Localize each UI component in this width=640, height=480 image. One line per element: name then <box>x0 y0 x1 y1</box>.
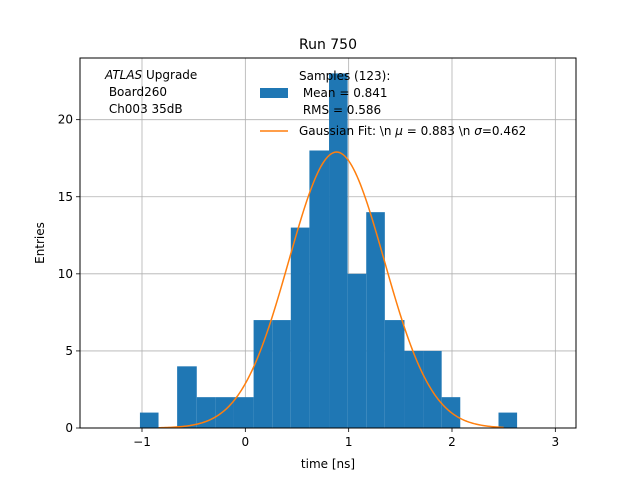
x-tick-label: 3 <box>552 435 560 449</box>
y-tick-label: 10 <box>58 267 73 281</box>
histogram-bar <box>177 366 197 428</box>
legend-hist-line2: Mean = 0.841 <box>299 86 388 100</box>
histogram-bar <box>139 412 159 428</box>
y-tick-label: 0 <box>65 421 73 435</box>
histogram-bar <box>423 350 442 428</box>
legend-fit-sigma-symbol: σ <box>474 124 482 138</box>
atlas-annotation: ATLAS Upgrade Board260 Ch003 35dB <box>104 68 197 116</box>
chart-title: Run 750 <box>299 37 357 53</box>
gaussian-fit-line <box>158 151 504 429</box>
x-axis-label: time [ns] <box>301 457 355 471</box>
legend-fit-sigma-value: =0.462 <box>482 124 526 138</box>
legend-hist-swatch <box>260 88 288 98</box>
legend-fit-prefix: Gaussian Fit: \n <box>299 124 395 138</box>
axes-frame <box>79 57 577 429</box>
x-tick-label: −1 <box>133 435 151 449</box>
legend-fit-label: Gaussian Fit: \n μ = 0.883 \n σ=0.462 <box>299 124 526 138</box>
histogram-bar <box>384 320 405 428</box>
x-tick-label: 2 <box>448 435 456 449</box>
histogram-bar <box>498 412 518 428</box>
y-tick-label: 20 <box>58 113 73 127</box>
histogram-bar <box>366 212 385 428</box>
y-axis-ticks: 0 5 10 15 20 <box>58 113 80 435</box>
y-tick-label: 5 <box>65 344 73 358</box>
y-axis-label: Entries <box>33 222 47 264</box>
annotation-line3: Ch003 35dB <box>105 102 183 116</box>
histogram-bar <box>253 320 273 428</box>
x-tick-label: 1 <box>345 435 353 449</box>
histogram-bar <box>196 397 216 428</box>
legend-fit-mu-symbol: μ <box>394 124 403 138</box>
legend-hist-line1: Samples (123): <box>299 69 390 83</box>
legend-fit-mu-value: = 0.883 \n <box>403 124 474 138</box>
histogram-bar <box>272 320 291 428</box>
annotation-line1-rest: Upgrade <box>142 68 197 82</box>
histogram-bar <box>290 227 310 428</box>
atlas-label: ATLAS <box>104 68 143 82</box>
histogram-bar <box>233 397 254 428</box>
legend-hist-line3: RMS = 0.586 <box>299 103 381 117</box>
svg-text:ATLAS Upgrade: ATLAS Upgrade <box>104 68 197 82</box>
legend: Samples (123): Mean = 0.841 RMS = 0.586 … <box>260 69 526 138</box>
histogram-bar <box>347 273 367 428</box>
annotation-line2: Board260 <box>105 85 167 99</box>
histogram-bars <box>139 73 518 429</box>
histogram-bar <box>404 350 424 428</box>
histogram-bar <box>329 73 348 429</box>
histogram-bar <box>215 397 234 428</box>
histogram-bar <box>309 150 330 428</box>
x-axis-ticks: −1 0 1 2 3 <box>133 428 559 449</box>
x-tick-label: 0 <box>242 435 250 449</box>
y-tick-label: 15 <box>58 190 73 204</box>
